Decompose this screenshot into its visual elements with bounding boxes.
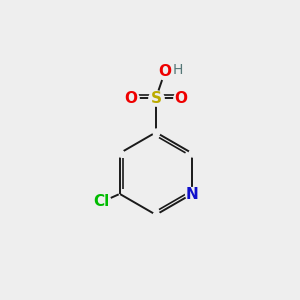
Text: O: O <box>174 91 188 106</box>
Text: O: O <box>158 64 171 80</box>
Text: Cl: Cl <box>93 194 109 209</box>
Text: O: O <box>124 91 137 106</box>
Text: N: N <box>185 187 198 202</box>
Text: S: S <box>150 91 161 106</box>
Text: H: H <box>172 63 183 76</box>
